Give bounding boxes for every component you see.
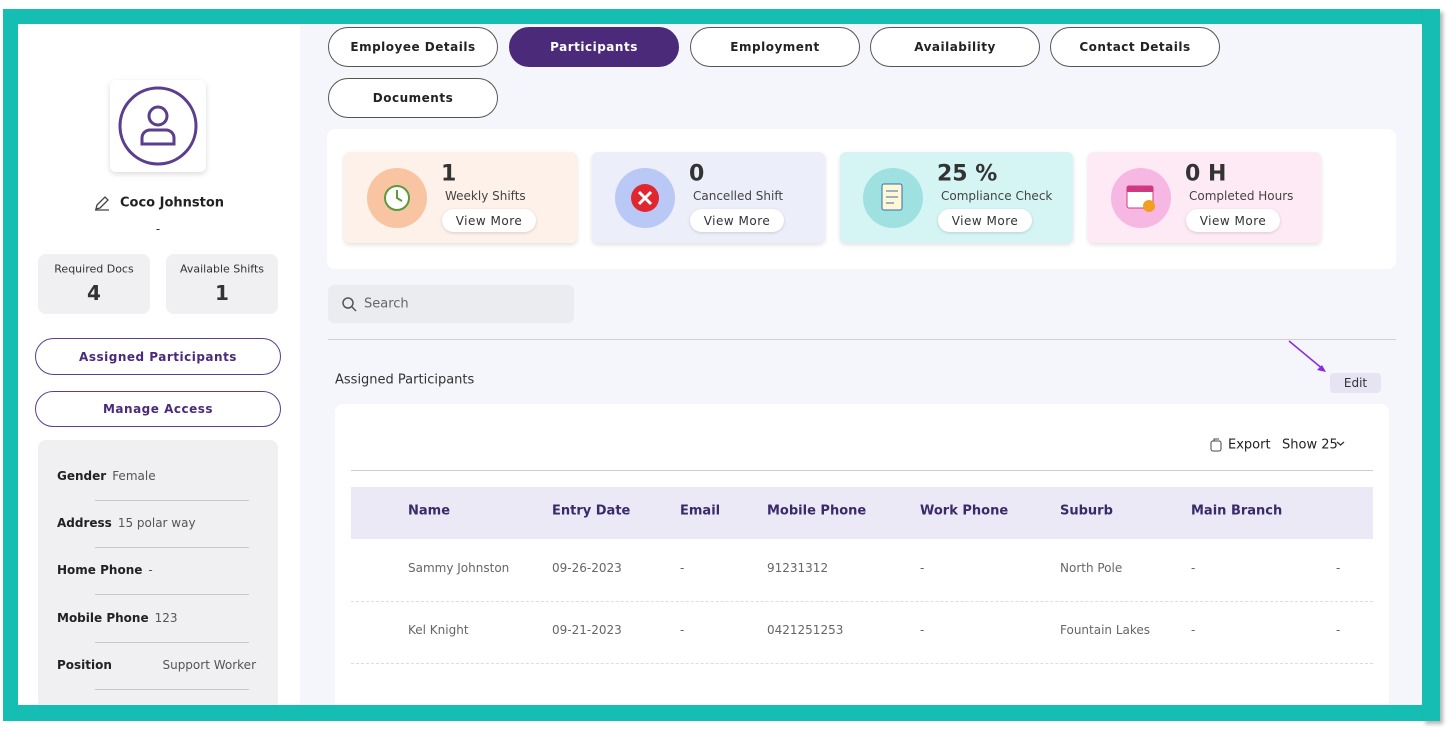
column-header: Email [680, 503, 721, 519]
table-cell: - [1191, 561, 1196, 575]
table-cell: 0421251253 [767, 623, 844, 637]
search-icon [342, 297, 357, 312]
row-separator [351, 663, 1373, 664]
tab[interactable]: Participants [509, 27, 679, 67]
detail-value: Support Worker [162, 658, 256, 672]
detail-value: 123 [154, 611, 178, 625]
detail-label: Home Phone [57, 563, 143, 577]
table-cell: - [920, 561, 925, 575]
table-cell: Kel Knight [408, 623, 469, 637]
view-more-button[interactable]: View More [690, 209, 784, 232]
column-header: Main Branch [1191, 503, 1283, 519]
separator [95, 594, 249, 595]
stat-label: Required Docs [54, 262, 134, 276]
page-size-select[interactable]: Show 25 [1282, 437, 1338, 453]
export-button[interactable]: Export [1228, 437, 1271, 453]
card-value: 0 [689, 161, 705, 187]
avatar-icon [118, 86, 198, 166]
frame [1422, 9, 1440, 721]
detail-label: Address [57, 516, 112, 530]
table-card [335, 404, 1389, 714]
search-box[interactable] [328, 285, 574, 323]
export-icon [1210, 438, 1222, 452]
table-cell: Sammy Johnston [408, 561, 510, 575]
table-cell: - [1191, 623, 1196, 637]
column-header: Entry Date [552, 503, 631, 519]
divider [351, 470, 1373, 471]
tab[interactable]: Availability [870, 27, 1040, 67]
card-icon [863, 168, 923, 228]
card-value: 25 % [937, 161, 998, 187]
tab[interactable]: Contact Details [1050, 27, 1220, 67]
tab[interactable]: Employee Details [328, 27, 498, 67]
column-header: Name [408, 503, 451, 519]
tab[interactable]: Documents [328, 78, 498, 118]
row-separator [351, 601, 1373, 602]
details-panel [38, 440, 278, 710]
frame [3, 9, 18, 721]
detail-value: - [148, 563, 153, 577]
tab[interactable]: Employment [690, 27, 860, 67]
card-label: Weekly Shifts [445, 189, 526, 203]
separator [95, 689, 249, 690]
column-header: Suburb [1060, 503, 1113, 519]
table-cell: - [680, 561, 685, 575]
table-cell: - [920, 623, 925, 637]
table-header [351, 487, 1373, 539]
table-cell: 91231312 [767, 561, 829, 575]
stat-value: 1 [215, 281, 229, 305]
card-label: Completed Hours [1189, 189, 1294, 203]
stat-value: 4 [87, 281, 101, 305]
table-cell: - [1336, 561, 1341, 575]
section-title: Assigned Participants [335, 372, 475, 388]
table-cell: 09-21-2023 [552, 623, 622, 637]
stat-box [38, 254, 150, 314]
table-cell: - [680, 623, 685, 637]
divider [328, 339, 1396, 340]
stat-label: Available Shifts [179, 262, 265, 276]
detail-label: Gender [57, 469, 107, 483]
table-cell: 09-26-2023 [552, 561, 622, 575]
assigned-participants-button[interactable]: Assigned Participants [35, 338, 281, 375]
view-more-button[interactable]: View More [1186, 209, 1280, 232]
manage-access-button[interactable]: Manage Access [35, 391, 281, 427]
card-label: Cancelled Shift [693, 189, 784, 203]
detail-label: Mobile Phone [57, 611, 149, 625]
chevron [1336, 441, 1345, 446]
view-more-button[interactable]: View More [442, 209, 536, 232]
separator [95, 547, 249, 548]
annotation-arrow [1288, 340, 1326, 372]
detail-value: 15 polar way [117, 516, 196, 530]
profile-name: Coco Johnston [120, 195, 225, 211]
card-icon [615, 168, 675, 228]
search-placeholder: Search [364, 296, 409, 312]
card-icon [367, 168, 427, 228]
table-cell: - [1336, 623, 1341, 637]
profile-subtitle: - [155, 222, 161, 236]
detail-value: Female [112, 469, 156, 483]
edit-button[interactable]: Edit [1330, 373, 1381, 393]
frame [3, 9, 1440, 24]
card-value: 1 [441, 161, 457, 187]
separator [95, 500, 249, 501]
detail-label: Position [57, 658, 112, 672]
card-label: Compliance Check [941, 189, 1053, 203]
column-header: Mobile Phone [767, 503, 867, 519]
view-more-button[interactable]: View More [938, 209, 1032, 232]
column-header: Work Phone [920, 503, 1009, 519]
card-icon [1111, 168, 1171, 228]
stat-box [166, 254, 278, 314]
card-value: 0 H [1185, 161, 1227, 187]
avatar-box [110, 80, 206, 172]
table-cell: North Pole [1060, 561, 1123, 575]
table-cell: Fountain Lakes [1060, 623, 1151, 637]
separator [95, 642, 249, 643]
edit-icon[interactable] [94, 195, 110, 211]
frame [3, 705, 1440, 721]
